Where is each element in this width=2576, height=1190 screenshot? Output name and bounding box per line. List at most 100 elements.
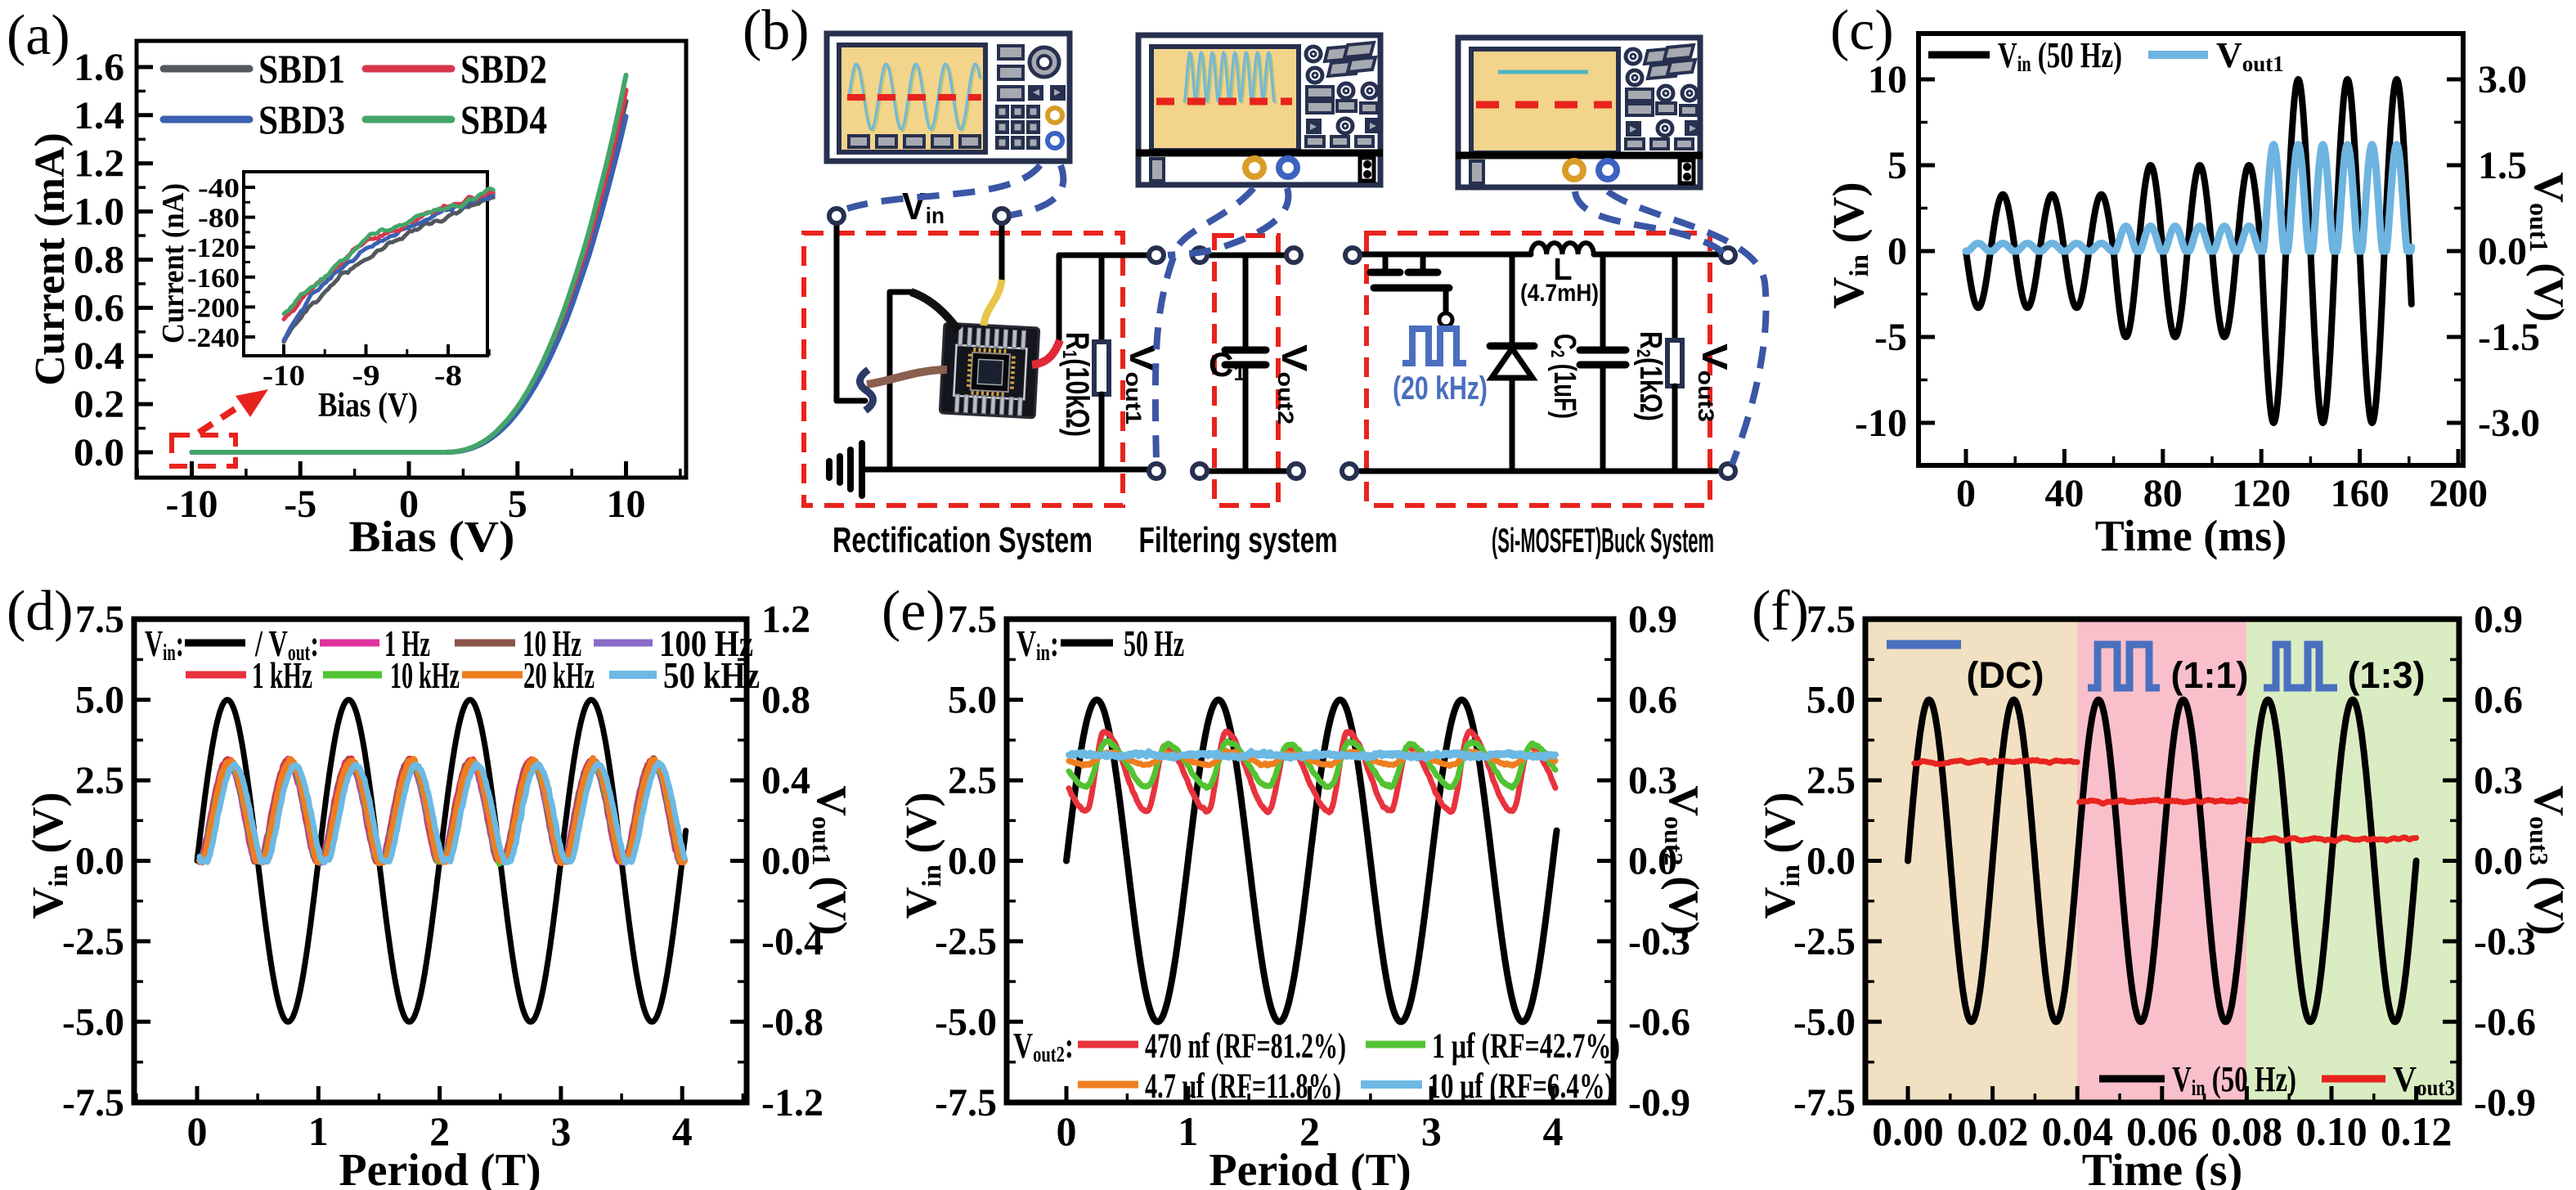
svg-text:7.5: 7.5 <box>1806 598 1856 641</box>
svg-text:5: 5 <box>1887 144 1907 187</box>
svg-text:Rectification System: Rectification System <box>832 520 1093 560</box>
svg-text:2: 2 <box>429 1108 450 1154</box>
svg-text:470 nf (RF=81.2%): 470 nf (RF=81.2%) <box>1145 1027 1346 1066</box>
svg-text:0.4: 0.4 <box>761 759 810 802</box>
svg-text:Current (mA): Current (mA) <box>27 132 74 386</box>
svg-text:-7.5: -7.5 <box>1793 1081 1856 1125</box>
svg-text:Bias (V): Bias (V) <box>318 387 418 424</box>
svg-text:10: 10 <box>1868 58 1907 101</box>
svg-text:-120: -120 <box>187 233 240 263</box>
svg-text:0.12: 0.12 <box>2381 1108 2453 1154</box>
svg-text:5.0: 5.0 <box>948 679 997 722</box>
svg-text:SBD2: SBD2 <box>460 46 547 92</box>
svg-text:-0.9: -0.9 <box>2474 1081 2536 1125</box>
svg-text:0.0: 0.0 <box>1628 840 1677 883</box>
svg-text:0.02: 0.02 <box>1957 1108 2029 1154</box>
svg-text:80: 80 <box>2143 472 2183 515</box>
svg-text:0.9: 0.9 <box>2474 598 2523 641</box>
svg-text:-5.0: -5.0 <box>935 1000 997 1044</box>
svg-text:Vout2:: Vout2: <box>1013 1026 1074 1067</box>
svg-text:0.3: 0.3 <box>2474 759 2523 802</box>
svg-text:200: 200 <box>2429 472 2488 515</box>
svg-text:0: 0 <box>1887 230 1907 273</box>
svg-text:0: 0 <box>1057 1108 1077 1154</box>
svg-text:1.2: 1.2 <box>761 598 810 641</box>
svg-text:Time (ms): Time (ms) <box>2095 511 2287 560</box>
svg-text:Vout3: Vout3 <box>1694 344 1735 422</box>
svg-text:4: 4 <box>1543 1108 1564 1154</box>
svg-text:-10: -10 <box>166 483 218 526</box>
svg-text:7.5: 7.5 <box>948 598 997 641</box>
svg-text:1 Hz: 1 Hz <box>384 622 430 664</box>
svg-text:Vin (V): Vin (V) <box>23 793 74 919</box>
svg-text:0.6: 0.6 <box>1628 679 1677 722</box>
svg-text:-160: -160 <box>187 263 240 294</box>
svg-text:-7.5: -7.5 <box>935 1081 997 1125</box>
svg-text:-8: -8 <box>434 359 462 392</box>
svg-text:0: 0 <box>1956 472 1976 515</box>
svg-text:(1:3): (1:3) <box>2347 654 2425 696</box>
svg-text:10 Hz: 10 Hz <box>523 622 581 664</box>
svg-text:3: 3 <box>550 1108 571 1154</box>
svg-text:-5: -5 <box>284 483 316 526</box>
svg-text:0.06: 0.06 <box>2126 1108 2198 1154</box>
svg-text:160: 160 <box>2331 472 2390 515</box>
svg-text:1: 1 <box>1178 1108 1198 1154</box>
svg-text:0: 0 <box>187 1108 208 1154</box>
svg-text:Vout2 (V): Vout2 (V) <box>1659 785 1707 935</box>
svg-text:-10: -10 <box>1855 402 1907 445</box>
svg-text:Period (T): Period (T) <box>1209 1145 1411 1190</box>
svg-text:4: 4 <box>672 1108 693 1154</box>
svg-text:Bias (V): Bias (V) <box>349 512 515 561</box>
svg-text:40: 40 <box>2044 472 2084 515</box>
svg-text:-0.9: -0.9 <box>1628 1081 1690 1125</box>
svg-text:0.0: 0.0 <box>75 840 124 883</box>
svg-text:C2 (1uF): C2 (1uF) <box>1547 334 1582 419</box>
svg-text:0.2: 0.2 <box>74 383 124 426</box>
svg-text:0.0: 0.0 <box>1806 840 1856 883</box>
svg-text:0.3: 0.3 <box>1628 759 1677 802</box>
svg-text:1.2: 1.2 <box>74 142 124 186</box>
svg-text:(1:1): (1:1) <box>2170 654 2248 696</box>
svg-text:0.6: 0.6 <box>74 286 124 330</box>
svg-text:-0.3: -0.3 <box>1628 920 1690 963</box>
svg-text:0.10: 0.10 <box>2296 1108 2367 1154</box>
svg-text:Vin: Vin <box>902 185 945 228</box>
svg-text:0.8: 0.8 <box>761 679 810 722</box>
svg-text:50 Hz: 50 Hz <box>1124 622 1184 664</box>
svg-text:(Si-MOSFET)Buck System: (Si-MOSFET)Buck System <box>1492 521 1714 559</box>
svg-text:-0.6: -0.6 <box>2474 1000 2536 1044</box>
svg-text:2: 2 <box>1299 1108 1320 1154</box>
svg-text:L: L <box>1553 253 1572 287</box>
svg-text:1: 1 <box>308 1108 329 1154</box>
svg-text:3: 3 <box>1421 1108 1442 1154</box>
svg-text:4.7 μf (RF=11.8%): 4.7 μf (RF=11.8%) <box>1145 1067 1341 1106</box>
svg-text:-2.5: -2.5 <box>62 920 124 963</box>
svg-text:1.4: 1.4 <box>74 94 124 137</box>
svg-text:0.6: 0.6 <box>2474 679 2523 722</box>
svg-text:-240: -240 <box>187 323 240 353</box>
svg-text:120: 120 <box>2232 472 2291 515</box>
svg-text:50 kHz: 50 kHz <box>663 654 760 696</box>
svg-text:(a): (a) <box>7 4 70 67</box>
svg-text:Vin (50 Hz): Vin (50 Hz) <box>2172 1059 2296 1100</box>
svg-text:/ Vout:: / Vout: <box>254 622 319 666</box>
svg-text:2.5: 2.5 <box>1806 759 1856 802</box>
svg-text:Filtering system: Filtering system <box>1139 520 1338 560</box>
svg-text:3.0: 3.0 <box>2478 58 2527 101</box>
svg-text:0.0: 0.0 <box>74 431 124 474</box>
svg-text:Vout3: Vout3 <box>2393 1059 2455 1100</box>
svg-text:-40: -40 <box>198 173 240 204</box>
svg-text:Vin (50 Hz): Vin (50 Hz) <box>1998 35 2122 76</box>
svg-text:-0.4: -0.4 <box>761 920 824 963</box>
svg-text:-7.5: -7.5 <box>62 1081 124 1125</box>
svg-text:0.9: 0.9 <box>1628 598 1677 641</box>
svg-text:20 kHz: 20 kHz <box>523 654 595 696</box>
svg-text:R1(10kΩ): R1(10kΩ) <box>1058 332 1095 437</box>
svg-text:Vin:: Vin: <box>1016 622 1059 666</box>
svg-text:(d): (d) <box>7 580 74 643</box>
svg-text:7.5: 7.5 <box>75 598 124 641</box>
svg-text:-5.0: -5.0 <box>1793 1000 1856 1044</box>
svg-text:1.6: 1.6 <box>74 46 124 89</box>
svg-text:Vout1: Vout1 <box>2216 35 2284 76</box>
